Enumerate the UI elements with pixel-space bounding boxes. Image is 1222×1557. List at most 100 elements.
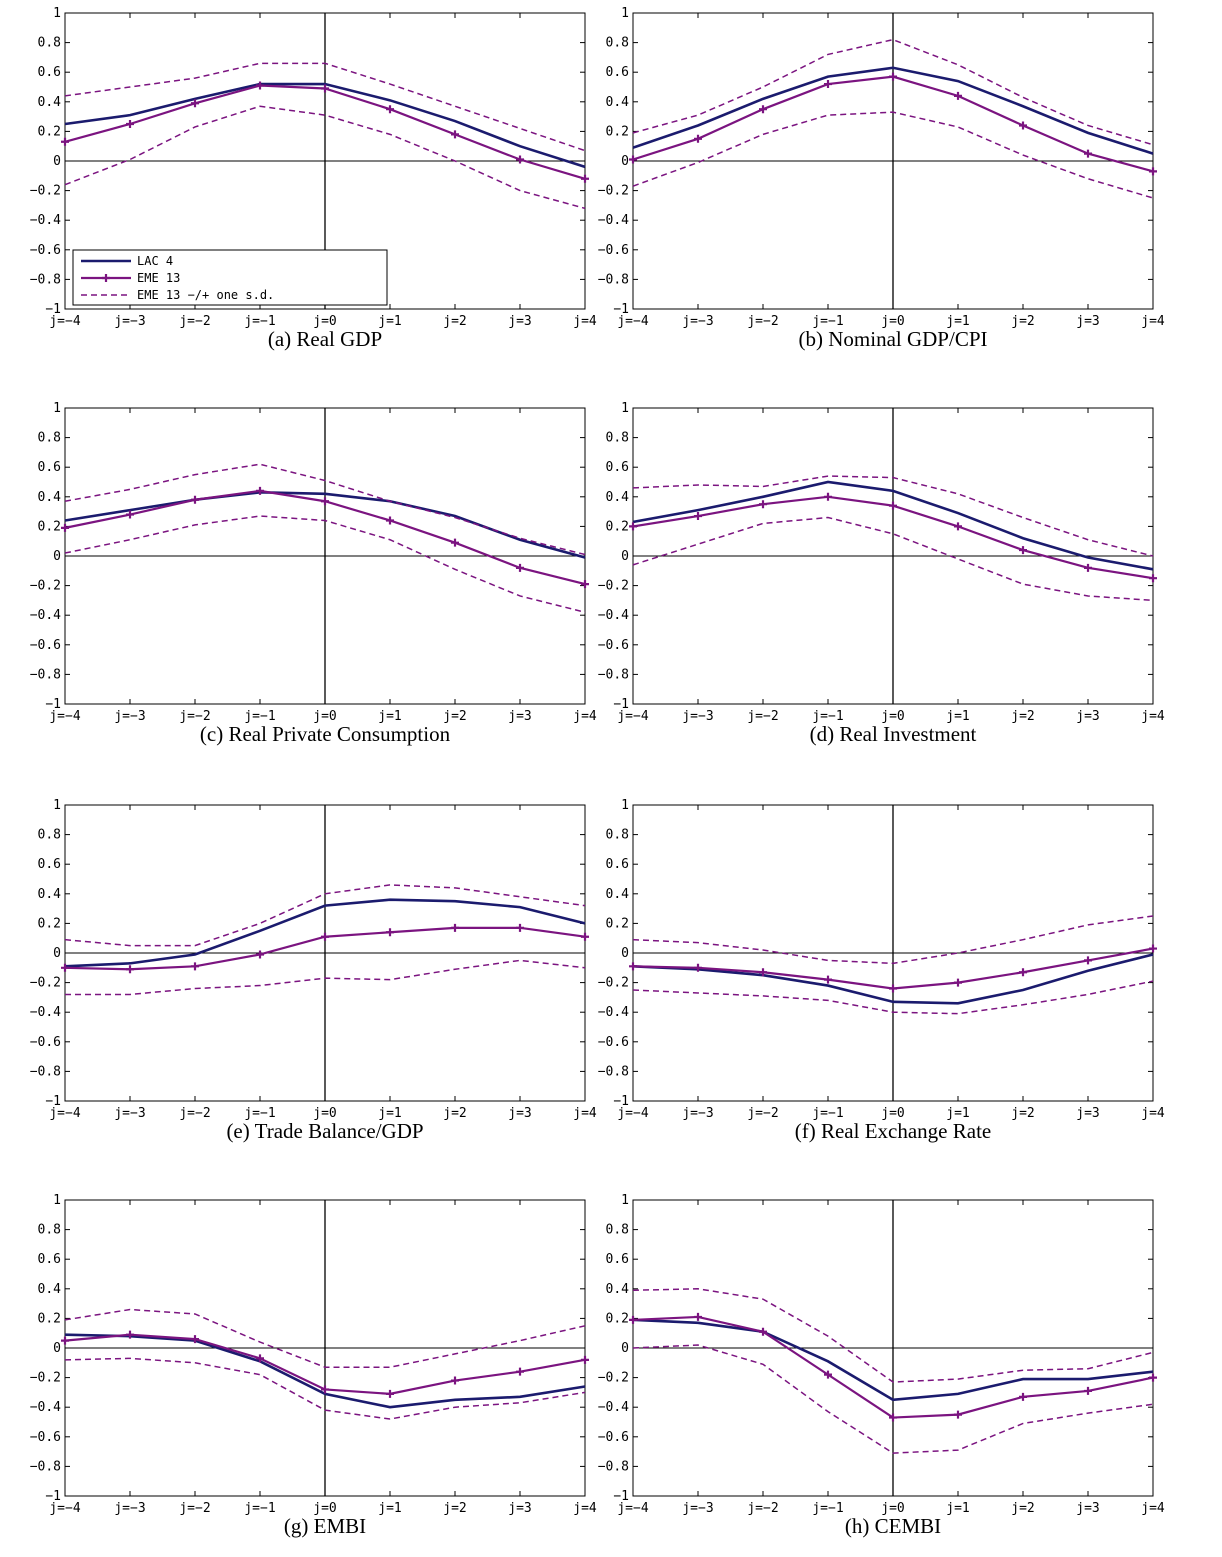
y-tick-label: −1 bbox=[613, 697, 629, 712]
y-tick-label: 0.4 bbox=[38, 1282, 62, 1297]
series-eme-point bbox=[954, 91, 962, 100]
series-band-line bbox=[64, 1357, 586, 1420]
y-tick-label: −0.2 bbox=[30, 579, 61, 594]
series-lac-line bbox=[64, 82, 586, 169]
y-tick-label: 0 bbox=[621, 549, 629, 564]
series-eme-point bbox=[581, 932, 589, 941]
panel-caption: (f) Real Exchange Rate bbox=[794, 1119, 992, 1143]
y-tick-label: 0.8 bbox=[606, 36, 629, 51]
y-tick-label: −0.8 bbox=[598, 1064, 629, 1079]
y-tick-label: 0.6 bbox=[606, 1252, 629, 1267]
y-tick-label: −0.4 bbox=[30, 1005, 61, 1020]
y-tick-label: 0.4 bbox=[606, 490, 630, 505]
series-band-line bbox=[64, 884, 586, 947]
series-eme-point bbox=[824, 975, 832, 984]
series-eme-point bbox=[321, 497, 329, 506]
plot-frame bbox=[64, 804, 586, 1102]
series-eme-point bbox=[1084, 1386, 1092, 1395]
plot-frame bbox=[632, 804, 1154, 1102]
series-eme-point bbox=[954, 1410, 962, 1419]
y-tick-label: −0.4 bbox=[598, 213, 629, 228]
series-lac-line bbox=[632, 1318, 1154, 1402]
y-tick-label: −1 bbox=[45, 697, 61, 712]
series-eme-point bbox=[824, 492, 832, 501]
series-eme-line bbox=[64, 1333, 586, 1395]
series-eme-point bbox=[61, 523, 69, 532]
series-eme-point bbox=[61, 963, 69, 972]
y-tick-label: 0.8 bbox=[606, 1223, 629, 1238]
y-tick-label: −0.6 bbox=[30, 638, 61, 653]
y-tick-label: −0.4 bbox=[598, 608, 629, 623]
y-tick-label: −0.8 bbox=[598, 272, 629, 287]
series-eme-point bbox=[256, 1354, 264, 1363]
y-tick-label: −1 bbox=[45, 1094, 61, 1109]
series-band-line bbox=[64, 62, 586, 152]
y-tick-label: −0.8 bbox=[598, 1459, 629, 1474]
y-tick-label: −1 bbox=[45, 302, 61, 317]
series-eme-point bbox=[629, 962, 637, 971]
panel-caption: (d) Real Investment bbox=[809, 722, 977, 746]
series-eme-point bbox=[256, 486, 264, 495]
y-tick-label: 1 bbox=[621, 1193, 629, 1208]
series-eme-point bbox=[954, 978, 962, 987]
panel-caption: (c) Real Private Consumption bbox=[199, 722, 451, 746]
series-eme-point bbox=[191, 1335, 199, 1344]
y-tick-label: 0.2 bbox=[38, 124, 61, 139]
legend-label: EME 13 bbox=[137, 271, 180, 285]
series-eme-point bbox=[191, 962, 199, 971]
y-tick-label: −0.2 bbox=[30, 184, 61, 199]
panel-caption: (a) Real GDP bbox=[267, 327, 383, 351]
series-eme-point bbox=[516, 923, 524, 932]
series-eme-point bbox=[759, 500, 767, 509]
y-tick-label: −0.8 bbox=[30, 1459, 61, 1474]
y-tick-label: 0.6 bbox=[606, 460, 629, 475]
series-eme-point bbox=[516, 155, 524, 164]
y-tick-label: −0.4 bbox=[598, 1005, 629, 1020]
series-eme-line bbox=[632, 947, 1154, 990]
y-tick-label: 0.4 bbox=[38, 95, 62, 110]
y-tick-label: −0.4 bbox=[598, 1400, 629, 1415]
series-eme-point bbox=[581, 580, 589, 589]
y-tick-label: −0.8 bbox=[30, 667, 61, 682]
panel-caption: (e) Trade Balance/GDP bbox=[226, 1119, 424, 1143]
series-eme-point bbox=[824, 1370, 832, 1379]
series-eme-point bbox=[516, 1367, 524, 1376]
y-tick-label: 0.6 bbox=[38, 65, 61, 80]
series-eme-point bbox=[629, 155, 637, 164]
y-tick-label: −0.6 bbox=[30, 1430, 61, 1445]
series-eme-point bbox=[321, 1385, 329, 1394]
series-eme-line bbox=[64, 84, 586, 180]
y-tick-label: 0.2 bbox=[38, 1311, 61, 1326]
series-eme-point bbox=[191, 99, 199, 108]
y-tick-label: 0.2 bbox=[38, 916, 61, 931]
series-eme-point bbox=[1149, 1373, 1157, 1382]
series-eme-point bbox=[386, 1389, 394, 1398]
series-eme-line bbox=[64, 489, 586, 586]
plot-frame bbox=[632, 1199, 1154, 1497]
y-tick-label: 0.2 bbox=[38, 519, 61, 534]
series-lac-line bbox=[64, 898, 586, 968]
y-tick-label: −0.2 bbox=[30, 1371, 61, 1386]
series-eme-point bbox=[1149, 574, 1157, 583]
series-eme-point bbox=[61, 137, 69, 146]
series-eme-point bbox=[629, 522, 637, 531]
series-eme-point bbox=[256, 950, 264, 959]
panel-caption: (h) CEMBI bbox=[844, 1514, 942, 1538]
y-tick-label: −0.6 bbox=[598, 1035, 629, 1050]
series-eme-point bbox=[694, 1312, 702, 1321]
y-tick-label: 1 bbox=[621, 798, 629, 813]
plot-frame bbox=[64, 1199, 586, 1497]
y-tick-label: −0.8 bbox=[598, 667, 629, 682]
series-band-line bbox=[632, 475, 1154, 557]
panel-caption: (g) EMBI bbox=[283, 1514, 367, 1538]
y-tick-label: 1 bbox=[53, 798, 61, 813]
series-eme-point bbox=[1019, 968, 1027, 977]
series-lac-line bbox=[64, 491, 586, 559]
series-band-line bbox=[632, 1288, 1154, 1383]
y-tick-label: 0.8 bbox=[38, 36, 61, 51]
legend-box bbox=[72, 249, 388, 306]
series-eme-point bbox=[824, 80, 832, 89]
